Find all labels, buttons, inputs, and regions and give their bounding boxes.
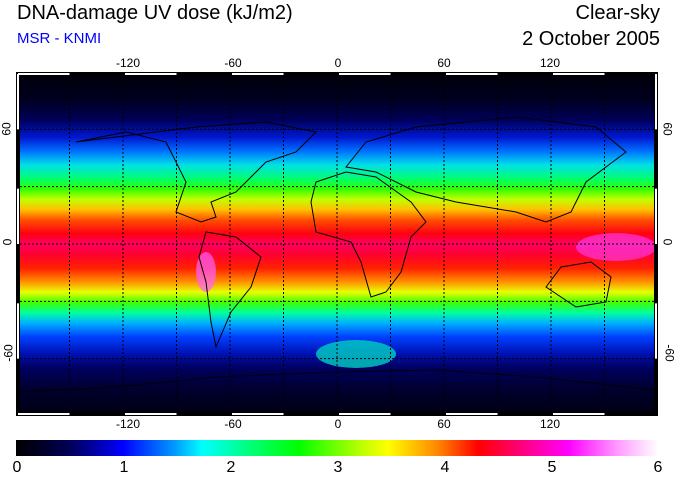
map-overlay xyxy=(16,72,658,416)
eurasia-outline xyxy=(345,116,627,223)
source-label: MSR - KNMI xyxy=(17,30,102,47)
frame-tick-segment xyxy=(232,73,284,75)
condition-label: Clear-sky xyxy=(575,2,660,24)
frame-tick-segment xyxy=(125,73,177,75)
lat-tick-right: 0 xyxy=(660,238,675,246)
lon-tick-top: -120 xyxy=(115,56,141,70)
lon-tick-top: 60 xyxy=(437,56,451,70)
australia-outline xyxy=(545,261,612,308)
south-america-outline xyxy=(198,231,262,349)
lon-tick-top: -60 xyxy=(224,56,242,70)
frame-bottom xyxy=(16,412,658,416)
lon-tick-bottom: 120 xyxy=(539,417,561,431)
colorbar-label: 4 xyxy=(440,459,450,476)
frame-tick-segment xyxy=(553,413,605,415)
frame-tick-segment xyxy=(339,413,391,415)
colorbar-label: 3 xyxy=(333,459,343,476)
frame-tick-segment xyxy=(553,73,605,75)
africa-outline xyxy=(310,171,427,298)
lon-tick-bottom: 60 xyxy=(437,417,451,431)
map-frame xyxy=(16,72,658,416)
lon-tick-bottom: 0 xyxy=(334,417,342,431)
frame-tick-segment xyxy=(446,73,498,75)
frame-tick-segment xyxy=(17,188,19,244)
date-label: 2 October 2005 xyxy=(522,28,660,50)
lon-tick-bottom: -60 xyxy=(224,417,242,431)
frame-tick-segment xyxy=(18,73,70,75)
colorbar-label: 1 xyxy=(119,459,129,476)
frame-tick-segment xyxy=(446,413,498,415)
map-title: DNA-damage UV dose (kJ/m2) xyxy=(17,2,293,24)
lon-tick-top: 120 xyxy=(539,56,561,70)
frame-tick-segment xyxy=(17,303,19,359)
lat-tick-left: -60 xyxy=(1,344,16,362)
frame-top xyxy=(16,72,658,76)
colorbar-label: 0 xyxy=(12,459,22,476)
andes-high-region xyxy=(196,252,216,292)
colorbar-label: 2 xyxy=(226,459,236,476)
maritime-continent-high-region xyxy=(576,233,656,261)
colorbar-label: 6 xyxy=(653,459,663,476)
lat-tick-left: 60 xyxy=(0,122,14,136)
lat-tick-left: 0 xyxy=(0,238,15,246)
frame-tick-segment xyxy=(232,413,284,415)
frame-tick-segment xyxy=(339,73,391,75)
antarctic-high-region xyxy=(316,340,396,368)
north-america-outline xyxy=(75,121,318,223)
frame-tick-segment xyxy=(655,303,657,359)
lat-tick-right: -60 xyxy=(662,344,677,362)
colorbar-label: 5 xyxy=(547,459,557,476)
lon-tick-top: 0 xyxy=(334,56,342,70)
frame-tick-segment xyxy=(655,74,657,130)
frame-tick-segment xyxy=(18,413,70,415)
coastlines xyxy=(16,116,658,393)
lat-tick-right: 60 xyxy=(660,122,675,136)
graticule xyxy=(16,72,658,416)
colorbar xyxy=(16,440,658,456)
antarctica-outline xyxy=(16,369,658,393)
frame-tick-segment xyxy=(655,188,657,244)
frame-tick-segment xyxy=(125,413,177,415)
lon-tick-bottom: -120 xyxy=(115,417,141,431)
frame-tick-segment xyxy=(17,74,19,130)
